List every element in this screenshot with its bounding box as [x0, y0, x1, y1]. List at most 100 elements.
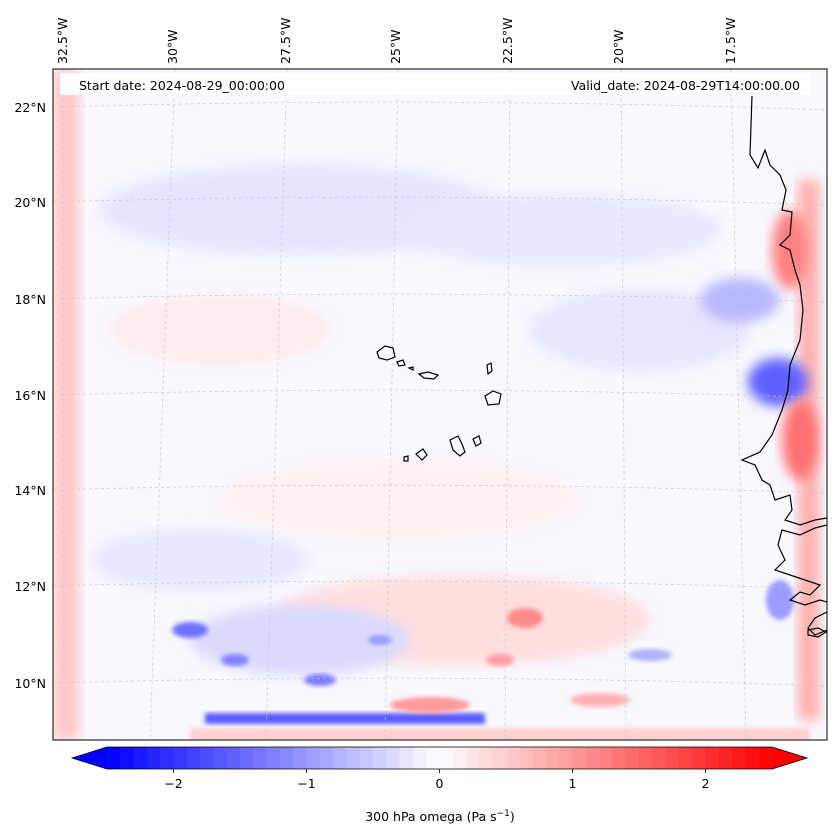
- colorbar-cell: [186, 747, 201, 769]
- island-sao-vicente: [396, 359, 406, 367]
- island-fogo: [415, 448, 428, 461]
- colorbar-tick-label: −2: [164, 776, 182, 791]
- lat-label: 10°N: [14, 676, 46, 691]
- colorbar-cell: [519, 747, 534, 769]
- omega-region: [220, 460, 580, 540]
- lat-label: 12°N: [14, 579, 46, 594]
- colorbar-cell: [599, 747, 613, 769]
- colorbar-cell: [386, 747, 401, 769]
- omega-region: [110, 295, 330, 365]
- colorbar-cell: [559, 747, 574, 769]
- colorbar-cell: [718, 747, 733, 769]
- lon-label: 30°W: [165, 29, 180, 64]
- colorbar-cell: [745, 747, 760, 769]
- colorbar-outline: [70, 746, 809, 770]
- lat-label: 16°N: [14, 388, 46, 403]
- meridian-line: [730, 69, 747, 740]
- omega-blob: [766, 580, 794, 620]
- colorbar-cell: [279, 747, 294, 769]
- colorbar-cell: [293, 747, 308, 769]
- colorbar-cell: [133, 747, 148, 769]
- colorbar-cell: [506, 747, 520, 769]
- parallel-line: [53, 101, 827, 111]
- omega-coastal-max: [782, 400, 818, 480]
- colorbar-ticks: −2 −1 0 1 2: [164, 769, 709, 791]
- island-santiago: [449, 435, 466, 457]
- omega-region: [700, 278, 780, 322]
- colorbar-cell: [665, 747, 680, 769]
- colorbar-cell: [532, 747, 547, 769]
- colorbar-cells: [107, 747, 773, 769]
- omega-blob: [507, 608, 543, 628]
- colorbar-cell: [240, 747, 254, 769]
- lat-label: 14°N: [14, 483, 46, 498]
- omega-region: [100, 165, 500, 255]
- map-panel: Start date: 2024-08-29_00:00:00 Valid_da…: [52, 68, 828, 741]
- lon-label: 32.5°W: [55, 18, 70, 64]
- colorbar-cell: [306, 747, 321, 769]
- coastlines: [376, 95, 827, 638]
- lon-label: 22.5°W: [500, 18, 515, 64]
- omega-blob: [628, 649, 672, 661]
- parallel-line: [53, 580, 827, 590]
- colorbar-cell: [399, 747, 414, 769]
- latitude-labels: 22°N 20°N 18°N 16°N 14°N 12°N 10°N: [14, 100, 46, 691]
- island-santa-luzia: [407, 366, 414, 371]
- colorbar-cell: [732, 747, 746, 769]
- omega-blob: [486, 654, 514, 666]
- colorbar-cell: [213, 747, 228, 769]
- colorbar-cell: [173, 747, 188, 769]
- meridian-line: [504, 69, 511, 740]
- colorbar-label: 300 hPa omega (Pa s−1): [365, 809, 515, 824]
- colorbar-cell: [333, 747, 347, 769]
- colorbar-cell: [758, 747, 773, 769]
- omega-blob: [304, 674, 336, 686]
- colorbar-tick-label: 2: [702, 776, 710, 791]
- colorbar-cell: [120, 747, 135, 769]
- colorbar-cell: [319, 747, 334, 769]
- omega-region: [90, 530, 310, 590]
- omega-blob: [221, 654, 249, 666]
- omega-blob: [368, 635, 392, 645]
- omega-region: [400, 195, 720, 265]
- colorbar-cell: [585, 747, 600, 769]
- meridian-line: [620, 69, 627, 740]
- colorbar-extend-left: [72, 747, 107, 769]
- parallel-line: [53, 196, 827, 206]
- colorbar-cell: [625, 747, 640, 769]
- colorbar-cell: [160, 747, 175, 769]
- header-strip: [60, 73, 810, 95]
- colorbar-cell: [107, 747, 121, 769]
- colorbar-cell: [705, 747, 720, 769]
- colorbar-cell: [492, 747, 507, 769]
- colorbar-cell: [412, 747, 427, 769]
- parallel-line: [53, 677, 827, 687]
- colorbar-cell: [373, 747, 387, 769]
- colorbar-cell: [359, 747, 374, 769]
- island-santo-antao: [376, 345, 396, 361]
- island-boa-vista: [484, 390, 502, 406]
- graticule: [53, 69, 827, 740]
- colorbar-tick-label: −1: [297, 776, 315, 791]
- colorbar-cell: [678, 747, 693, 769]
- colorbar-cell: [253, 747, 268, 769]
- parallel-line: [53, 389, 827, 399]
- colorbar-cell: [426, 747, 441, 769]
- colorbar-cell: [572, 747, 587, 769]
- lon-label: 27.5°W: [278, 18, 293, 64]
- colorbar-cell: [545, 747, 560, 769]
- bissagos-islands: [807, 627, 827, 638]
- colorbar-cell: [479, 747, 494, 769]
- africa-coastline: [740, 95, 827, 526]
- lat-label: 22°N: [14, 100, 46, 115]
- omega-coastal-min: [748, 358, 808, 406]
- island-maio: [472, 435, 482, 447]
- omega-boundary-bottom: [190, 728, 810, 740]
- lon-label: 25°W: [388, 29, 403, 64]
- lat-label: 18°N: [14, 292, 46, 307]
- colorbar-cell: [652, 747, 667, 769]
- africa-coastline: [807, 611, 827, 636]
- omega-blob: [172, 622, 208, 638]
- meridian-line: [265, 69, 288, 740]
